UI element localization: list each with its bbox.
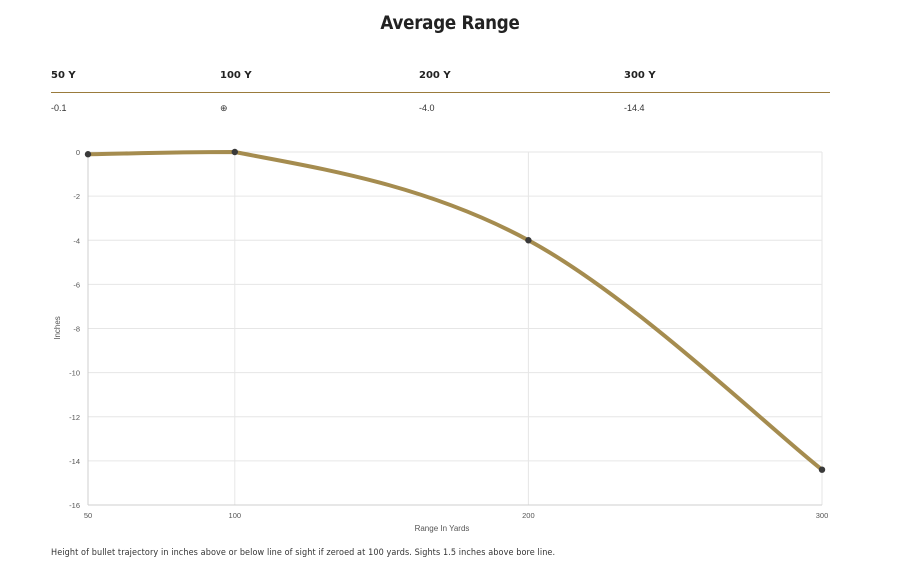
y-tick-label: -16	[69, 501, 80, 510]
chart-tick-labels: 0 -2 -4 -6 -8 -10 -12 -14 -16 50 100 200 300	[69, 148, 828, 520]
y-tick-label: 0	[76, 148, 80, 157]
y-tick-label: -2	[73, 192, 80, 201]
header-300y: 300 Y	[624, 70, 656, 81]
trajectory-line	[86, 149, 824, 472]
y-tick-label: -4	[73, 236, 80, 245]
y-axis-label: Inches	[53, 316, 62, 340]
x-tick-label: 300	[816, 511, 829, 520]
data-point	[525, 237, 532, 244]
page-title: Average Range	[380, 12, 520, 34]
data-point	[84, 151, 92, 158]
y-tick-label: -8	[73, 325, 80, 334]
value-50y: -0.1	[51, 103, 67, 113]
y-tick-label: -14	[69, 457, 80, 466]
range-table-header: 50 Y 100 Y 200 Y 300 Y	[51, 70, 830, 93]
x-tick-label: 100	[229, 511, 242, 520]
trajectory-points	[84, 148, 826, 473]
range-table: 50 Y 100 Y 200 Y 300 Y -0.1 ⊕ -4.0 -14.4	[51, 70, 830, 115]
x-tick-label: 200	[522, 511, 535, 520]
data-point	[231, 148, 238, 156]
x-axis-label: Range In Yards	[415, 524, 470, 533]
value-200y: -4.0	[419, 103, 435, 113]
range-table-values: -0.1 ⊕ -4.0 -14.4	[51, 93, 830, 115]
zero-crosshair-icon: ⊕	[220, 103, 228, 113]
header-50y: 50 Y	[51, 70, 76, 81]
value-300y: -14.4	[624, 103, 645, 113]
header-100y: 100 Y	[220, 70, 252, 81]
x-tick-label: 50	[84, 511, 92, 520]
y-tick-label: -6	[73, 280, 80, 289]
header-200y: 200 Y	[419, 70, 451, 81]
y-tick-label: -10	[69, 369, 80, 378]
chart-axes	[87, 152, 822, 506]
data-point	[818, 466, 826, 473]
footnote: Height of bullet trajectory in inches ab…	[51, 548, 556, 558]
y-tick-label: -12	[69, 413, 80, 422]
trajectory-chart: 0 -2 -4 -6 -8 -10 -12 -14 -16 50 100 200 300 Range I…	[53, 148, 828, 533]
